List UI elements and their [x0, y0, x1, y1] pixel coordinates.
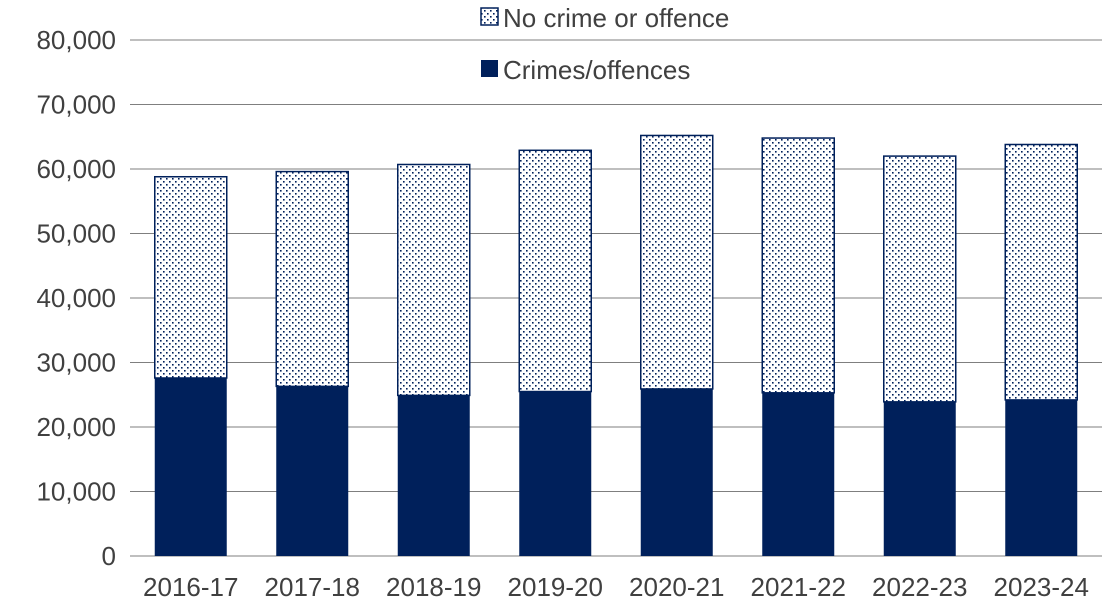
y-tick-label: 0 — [102, 541, 116, 571]
x-tick-label: 2016-17 — [143, 572, 238, 602]
legend-item-no-crime: No crime or offence — [480, 3, 729, 33]
bar-no-crime-2020-21 — [640, 134, 714, 390]
y-tick-label: 70,000 — [36, 90, 116, 120]
bar-crimes-2018-19 — [397, 395, 470, 556]
bar-crimes-2019-20 — [519, 391, 592, 556]
y-tick-label: 50,000 — [36, 219, 116, 249]
bar-no-crime-2018-19 — [397, 163, 471, 397]
bar-no-crime-2019-20 — [518, 149, 592, 393]
bar-crimes-2020-21 — [640, 388, 713, 556]
legend-item-crimes: Crimes/offences — [481, 55, 690, 85]
y-tick-label: 40,000 — [36, 283, 116, 313]
y-tick-label: 80,000 — [36, 25, 116, 55]
bar-no-crime-2016-17 — [154, 175, 228, 379]
y-axis-ticks: 0 10,000 20,000 30,000 40,000 50,000 60,000 70,… — [36, 25, 116, 571]
bar-crimes-2023-24 — [1005, 399, 1078, 556]
legend-label-crimes: Crimes/offences — [503, 55, 690, 85]
bar-crimes-2022-23 — [883, 401, 956, 556]
y-tick-label: 60,000 — [36, 154, 116, 184]
bar-no-crime-2023-24 — [1004, 143, 1078, 401]
y-tick-label: 30,000 — [36, 348, 116, 378]
legend-swatch-crimes — [481, 60, 498, 77]
x-tick-label: 2021-22 — [751, 572, 846, 602]
x-tick-label: 2022-23 — [872, 572, 967, 602]
bar-no-crime-2022-23 — [883, 155, 957, 403]
x-tick-label: 2020-21 — [629, 572, 724, 602]
y-tick-label: 20,000 — [36, 412, 116, 442]
legend: No crime or offence Crimes/offences — [480, 3, 729, 85]
x-tick-label: 2018-19 — [386, 572, 481, 602]
x-tick-label: 2023-24 — [994, 572, 1089, 602]
x-tick-label: 2017-18 — [265, 572, 360, 602]
x-tick-label: 2019-20 — [508, 572, 603, 602]
bar-crimes-2016-17 — [154, 377, 227, 556]
bar-crimes-2021-22 — [762, 392, 835, 556]
bar-no-crime-2021-22 — [761, 137, 835, 394]
y-tick-label: 10,000 — [36, 477, 116, 507]
bar-no-crime-2017-18 — [275, 170, 349, 388]
bars — [154, 134, 1078, 556]
x-axis-ticks: 2016-17 2017-18 2018-19 2019-20 2020-21 2021-… — [143, 572, 1089, 602]
legend-swatch-no-crime — [480, 7, 499, 26]
bar-crimes-2017-18 — [276, 386, 349, 556]
legend-label-no-crime: No crime or offence — [503, 3, 729, 33]
